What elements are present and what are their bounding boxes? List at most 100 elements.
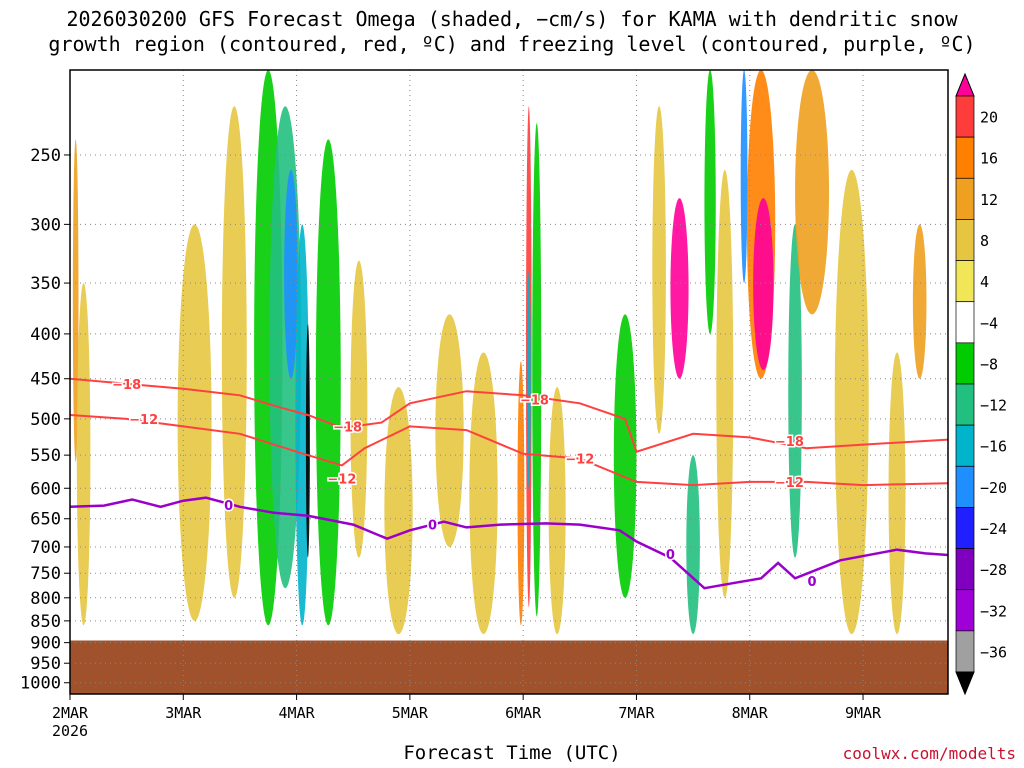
xtick-label-1: 3MAR xyxy=(165,704,202,722)
colorbar-label-7: −12 xyxy=(980,397,1007,415)
xtick-sub-0: 2026 xyxy=(52,722,88,740)
freezing-level-contour-label-0: 0 xyxy=(224,499,233,514)
omega-feature-9 xyxy=(315,139,341,626)
colorbar-bin-12 xyxy=(955,589,975,632)
ytick-label-600: 600 xyxy=(30,479,61,499)
colorbar-label-13: −36 xyxy=(980,643,1007,661)
dgz-contour-0 xyxy=(69,377,949,453)
colorbar-bin-2 xyxy=(955,177,975,220)
colorbar: 20 16 12 8 4 −4 −8 −12 −16 −20 −24 −28 −32 −36 xyxy=(955,72,1007,696)
omega-shading-layer xyxy=(72,69,927,635)
omega-feature-0 xyxy=(72,139,79,462)
ytick-label-500: 500 xyxy=(30,410,61,430)
ytick-label-350: 350 xyxy=(30,274,61,294)
grid-layer xyxy=(70,70,948,694)
omega-feature-2 xyxy=(177,224,212,621)
colorbar-bin-4 xyxy=(955,260,975,303)
colorbar-bin-13 xyxy=(955,630,975,673)
ytick-label-250: 250 xyxy=(30,146,61,166)
dgz-contour-1 xyxy=(69,414,949,487)
omega-feature-27 xyxy=(753,198,774,371)
colorbar-label-8: −16 xyxy=(980,438,1007,456)
omega-feature-22 xyxy=(686,455,700,635)
ytick-label-650: 650 xyxy=(30,510,61,530)
omega-feature-10 xyxy=(350,260,368,558)
colorbar-label-6: −8 xyxy=(980,355,998,373)
colorbar-bin-6 xyxy=(955,342,975,385)
colorbar-label-3: 8 xyxy=(980,232,989,250)
colorbar-bin-8 xyxy=(955,424,975,467)
colorbar-top-arrow xyxy=(955,72,975,97)
xtick-label-0: 2MAR xyxy=(52,704,89,722)
omega-feature-30 xyxy=(834,169,869,635)
plot-frame xyxy=(69,69,949,695)
ytick-label-450: 450 xyxy=(30,370,61,390)
ytick-label-550: 550 xyxy=(30,446,61,466)
dgz-contour-1-label-1: −12 xyxy=(327,473,356,488)
ground-layer xyxy=(70,640,948,694)
ytick-label-850: 850 xyxy=(30,612,61,632)
xtick-label-6: 8MAR xyxy=(732,704,769,722)
xtick-label-5: 7MAR xyxy=(618,704,655,722)
colorbar-bottom-arrow xyxy=(955,671,975,696)
site-credit: coolwx.com/modelts xyxy=(842,744,1016,763)
ytick-label-800: 800 xyxy=(30,589,61,609)
below-ground-fill xyxy=(70,640,948,694)
omega-feature-29 xyxy=(795,70,830,315)
colorbar-label-4: 4 xyxy=(980,273,989,291)
freezing-level-contour-label-3: 0 xyxy=(808,575,817,590)
freezing-level-contour-label-2: 0 xyxy=(666,548,675,563)
ytick-label-300: 300 xyxy=(30,215,61,235)
colorbar-label-10: −24 xyxy=(980,520,1007,538)
colorbar-bin-7 xyxy=(955,383,975,426)
contour-layer: −18 −18 −18 −18 −12 −12 −12 −12 0 0 0 0 xyxy=(69,376,949,591)
omega-feature-11 xyxy=(384,387,413,635)
omega-feature-16 xyxy=(526,272,531,489)
colorbar-bin-10 xyxy=(955,507,975,549)
omega-feature-20 xyxy=(652,106,666,434)
dgz-contour-1-label-0: −12 xyxy=(129,413,158,428)
omega-feature-1 xyxy=(76,283,91,626)
omega-feature-17 xyxy=(532,123,542,617)
colorbar-label-9: −20 xyxy=(980,479,1007,497)
omega-feature-14 xyxy=(517,361,525,626)
dgz-contour-0-label-0: −18 xyxy=(112,378,141,393)
freezing-level-contour-label-1: 0 xyxy=(428,519,437,534)
omega-feature-8 xyxy=(305,324,310,558)
omega-feature-7 xyxy=(295,224,310,626)
freezing-level-contour xyxy=(69,496,949,590)
omega-feature-18 xyxy=(548,387,566,635)
colorbar-bin-0 xyxy=(955,95,975,138)
dgz-contour-0-label-1: −18 xyxy=(333,420,362,435)
omega-feature-3 xyxy=(221,106,247,598)
dgz-contour-1-label-3: −12 xyxy=(775,476,804,491)
omega-feature-32 xyxy=(912,224,927,379)
ytick-label-950: 950 xyxy=(30,654,61,674)
colorbar-bin-1 xyxy=(955,136,975,179)
ytick-label-900: 900 xyxy=(30,634,61,654)
ytick-label-700: 700 xyxy=(30,538,61,558)
omega-feature-28 xyxy=(788,224,802,558)
chart-title-line2: growth region (contoured, red, ºC) and f… xyxy=(48,32,976,56)
axis-labels-layer: 2503003504004505005506006507007508008509… xyxy=(20,146,882,740)
colorbar-bin-5 xyxy=(955,301,975,344)
omega-feature-21 xyxy=(670,198,689,379)
colorbar-label-0: 20 xyxy=(980,109,998,127)
colorbar-label-5: −4 xyxy=(980,314,998,332)
xtick-label-2: 4MAR xyxy=(279,704,316,722)
colorbar-label-11: −28 xyxy=(980,561,1007,579)
dgz-contour-0-label-2: −18 xyxy=(520,393,549,408)
x-axis-title: Forecast Time (UTC) xyxy=(403,742,621,764)
omega-feature-13 xyxy=(469,352,498,635)
ytick-label-1000: 1000 xyxy=(20,674,61,694)
omega-feature-12 xyxy=(435,314,464,547)
omega-feature-23 xyxy=(704,70,716,334)
chart-title-line1: 2026030200 GFS Forecast Omega (shaded, −… xyxy=(66,7,958,31)
colorbar-bin-3 xyxy=(955,219,975,261)
dgz-contour-1-label-2: −12 xyxy=(565,453,594,468)
colorbar-label-12: −32 xyxy=(980,602,1007,620)
omega-feature-31 xyxy=(888,352,906,635)
ytick-label-400: 400 xyxy=(30,325,61,345)
xtick-label-7: 9MAR xyxy=(845,704,882,722)
